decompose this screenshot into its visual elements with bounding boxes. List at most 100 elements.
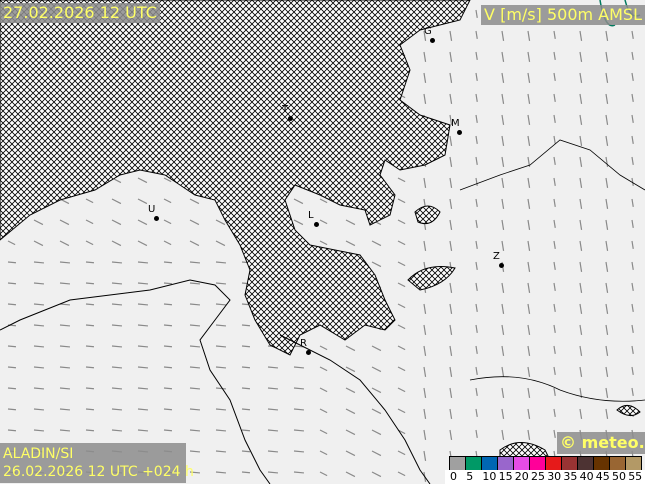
wind-barb (85, 387, 95, 390)
wind-barb (59, 303, 71, 306)
wind-barb (371, 366, 382, 373)
wind-barb (215, 282, 227, 285)
wind-barb (501, 93, 505, 104)
wind-barb (371, 240, 382, 247)
wind-barb (371, 387, 382, 394)
wind-barb (501, 156, 505, 167)
wind-barb (631, 72, 634, 81)
wind-barb (111, 345, 123, 348)
wind-barb (449, 93, 453, 104)
wind-barb (319, 366, 328, 372)
wind-barb (501, 429, 505, 440)
wind-barb (85, 198, 94, 204)
wind-barb (527, 114, 531, 125)
wind-barb (267, 429, 279, 432)
city-marker (306, 350, 311, 355)
wind-barb (371, 429, 382, 436)
wind-barb (189, 303, 201, 306)
wind-barb (397, 303, 406, 309)
model-name: ALADIN/SI (3, 446, 74, 462)
wind-barb (579, 198, 583, 209)
wind-barb (423, 51, 427, 62)
wind-barb (189, 261, 201, 264)
wind-barb (397, 471, 406, 477)
wind-barb (7, 282, 17, 285)
wind-barb (319, 429, 328, 435)
wind-barb (397, 450, 406, 456)
wind-barb (397, 282, 406, 288)
wind-barb (475, 30, 478, 39)
wind-barb (449, 198, 453, 209)
wind-barb (345, 429, 356, 436)
run-time: 26.02.2026 12 UTC +024 h (3, 464, 194, 480)
wind-barb (475, 93, 478, 102)
wind-barb (553, 345, 556, 354)
wind-barb (527, 30, 531, 41)
wind-barb (501, 240, 505, 251)
wind-barb (59, 282, 71, 285)
legend-tick: 40 (579, 470, 594, 483)
legend-tick: 25 (531, 470, 545, 483)
wind-barb (631, 114, 634, 123)
wind-barb (553, 198, 556, 207)
wind-barb (423, 324, 427, 335)
wind-barb (111, 198, 122, 205)
wind-barb (33, 219, 44, 226)
wind-barb (501, 219, 505, 230)
wind-barb (59, 324, 71, 327)
wind-barb (189, 471, 201, 474)
wind-barb (7, 408, 17, 411)
legend-swatch (530, 457, 546, 471)
legend-swatch (498, 457, 514, 471)
wind-barb (527, 345, 531, 356)
wind-barb (33, 240, 44, 247)
legend-swatch (450, 457, 466, 471)
wind-barb (579, 114, 583, 125)
wind-barb (631, 303, 634, 312)
wind-barb (319, 408, 328, 414)
wind-barb (293, 408, 305, 411)
wind-barb (33, 429, 45, 432)
wind-barb (553, 324, 556, 333)
wind-barb (579, 72, 583, 83)
wind-barb (579, 345, 583, 356)
wind-barb (553, 387, 556, 396)
wind-barb (423, 72, 427, 83)
wind-barb (7, 261, 17, 264)
wind-barb (475, 366, 478, 375)
wind-barb (189, 345, 201, 348)
wind-barb (553, 156, 556, 165)
wind-barb (423, 387, 427, 398)
wind-barb (449, 156, 453, 167)
wind-barb (189, 219, 200, 226)
logo: © meteo.si (557, 432, 645, 454)
wind-barb (319, 450, 328, 456)
wind-barb (449, 114, 453, 125)
wind-barb (345, 219, 356, 226)
wind-barb (631, 261, 634, 270)
wind-barb (475, 240, 478, 249)
wind-barb (501, 324, 505, 335)
legend-tick: 15 (498, 470, 513, 483)
legend-tick: 45 (595, 470, 610, 483)
city-marker (154, 216, 159, 221)
wind-barb (579, 282, 583, 293)
model-info: ALADIN/SI 26.02.2026 12 UTC +024 h (0, 443, 194, 483)
wind-barb (163, 240, 172, 246)
wind-barb (85, 282, 95, 285)
wind-barb (215, 429, 227, 432)
wind-barb (397, 324, 406, 330)
wind-barb (579, 156, 583, 167)
border (459, 139, 645, 402)
wind-barb (137, 429, 149, 432)
wind-barb (449, 177, 453, 188)
wind-barb (163, 408, 173, 411)
city-marker (457, 130, 462, 135)
wind-barb (241, 408, 251, 411)
wind-barb (423, 240, 427, 251)
wind-barb (449, 72, 453, 83)
wind-barb (605, 366, 609, 377)
wind-barb (85, 303, 95, 306)
wind-barb (605, 177, 609, 188)
wind-barb (189, 282, 201, 285)
